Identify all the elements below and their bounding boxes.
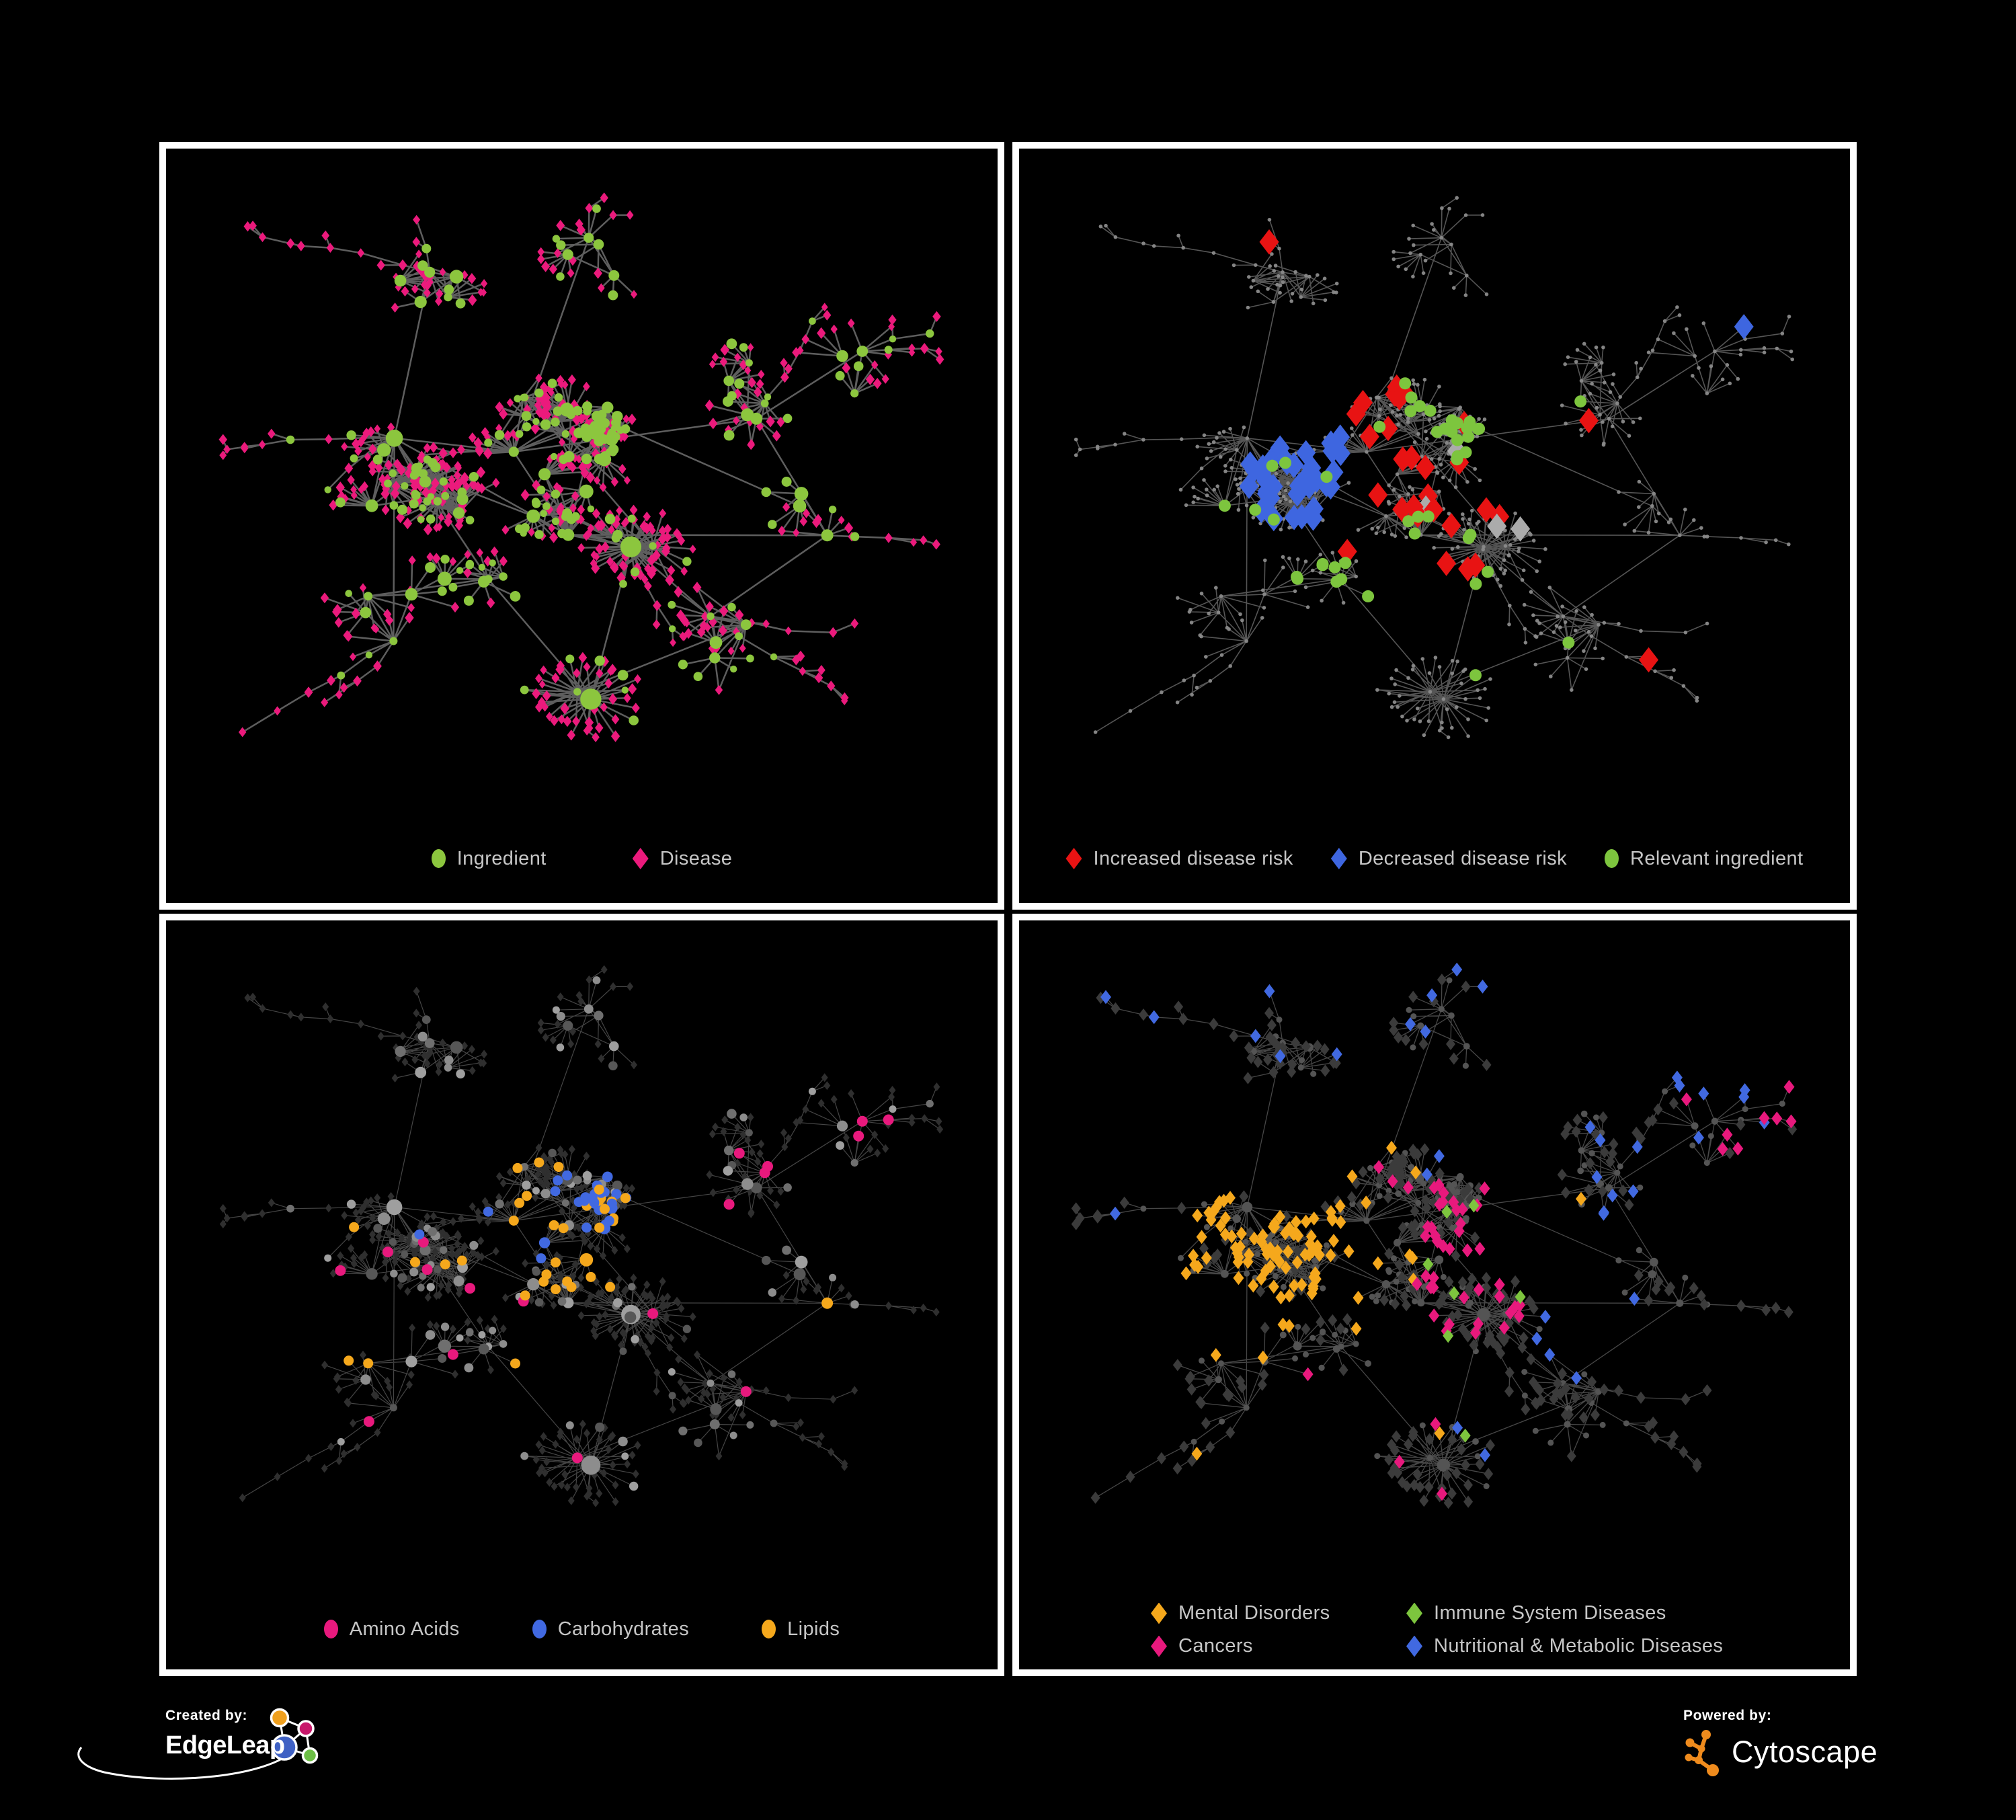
legend-item-increased-risk: Increased disease risk bbox=[1065, 848, 1293, 870]
created-by-block: Created by: EdgeLeap bbox=[165, 1708, 285, 1760]
increased-risk-marker bbox=[1065, 848, 1082, 869]
powered-by-block: Powered by: Cytosc bbox=[1683, 1708, 1878, 1776]
network-graph-ingredient-disease bbox=[218, 192, 944, 742]
legend-item-mental-disorders: Mental Disorders bbox=[1151, 1602, 1406, 1624]
legend-label-lipids: Lipids bbox=[787, 1618, 840, 1640]
edgeleap-node-orange bbox=[270, 1708, 290, 1728]
legend-label-ingredient: Ingredient bbox=[456, 847, 547, 869]
legend-item-lipids: Lipids bbox=[762, 1618, 840, 1640]
legend-disease-classes: Mental Disorders Immune System Diseases … bbox=[1151, 1602, 1723, 1657]
nutritional-metabolic-marker bbox=[1406, 1635, 1422, 1657]
panel-ingredient-disease: Ingredient Disease bbox=[159, 142, 1004, 910]
legend-item-relevant-ingredient: Relevant ingredient bbox=[1605, 848, 1803, 870]
legend-item-ingredient: Ingredient bbox=[431, 847, 547, 870]
legend-label-relevant-ingredient: Relevant ingredient bbox=[1630, 847, 1804, 869]
legend-item-disease: Disease bbox=[632, 847, 733, 870]
network-graph-disease-classes bbox=[1071, 962, 1798, 1509]
legend-ingredient-classes: Amino Acids Carbohydrates Lipids bbox=[173, 1614, 991, 1644]
nodes-layer bbox=[1071, 962, 1798, 1509]
cytoscape-logo-icon bbox=[1685, 1730, 1719, 1776]
nodes-layer bbox=[219, 965, 944, 1507]
legend-label-decreased-risk: Decreased disease risk bbox=[1358, 847, 1568, 869]
edgeleap-node-pink bbox=[297, 1720, 315, 1737]
legend-label-immune-diseases: Immune System Diseases bbox=[1434, 1602, 1666, 1624]
legend-label-cancers: Cancers bbox=[1178, 1635, 1253, 1657]
panel-disease-classes: Mental Disorders Immune System Diseases … bbox=[1012, 914, 1857, 1676]
legend-label-mental-disorders: Mental Disorders bbox=[1178, 1602, 1330, 1624]
edgeleap-node-hub bbox=[271, 1734, 298, 1761]
cytoscape-logo-nodes bbox=[1685, 1730, 1719, 1776]
cytoscape-brand-row: Cytoscape bbox=[1683, 1728, 1878, 1776]
amino-acids-marker bbox=[323, 1620, 338, 1638]
legend-item-amino-acids: Amino Acids bbox=[323, 1618, 460, 1640]
cancers-marker bbox=[1151, 1635, 1167, 1657]
nodes-layer bbox=[1074, 196, 1794, 740]
legend-item-nutritional-metabolic: Nutritional & Metabolic Diseases bbox=[1406, 1635, 1723, 1657]
ingredient-marker bbox=[431, 849, 446, 868]
panel-ingredient-classes: Amino Acids Carbohydrates Lipids bbox=[159, 914, 1004, 1676]
cytoscape-wordmark: Cytoscape bbox=[1732, 1735, 1878, 1769]
powered-by-label: Powered by: bbox=[1683, 1708, 1772, 1723]
legend-item-carbohydrates: Carbohydrates bbox=[532, 1618, 689, 1640]
nodes-layer bbox=[218, 192, 944, 742]
legend-label-carbohydrates: Carbohydrates bbox=[557, 1618, 690, 1640]
legend-item-decreased-risk: Decreased disease risk bbox=[1330, 847, 1568, 870]
disease-marker bbox=[632, 848, 649, 869]
edgeleap-logo-icon bbox=[77, 1708, 319, 1780]
carbohydrates-marker bbox=[532, 1620, 547, 1638]
legend-label-increased-risk: Increased disease risk bbox=[1093, 847, 1293, 869]
mental-disorders-marker bbox=[1151, 1602, 1167, 1624]
legend-ingredient-disease: Ingredient Disease bbox=[173, 844, 991, 873]
edgeleap-node-green bbox=[301, 1747, 319, 1764]
legend-item-immune-diseases: Immune System Diseases bbox=[1406, 1602, 1723, 1624]
legend-label-nutritional-metabolic: Nutritional & Metabolic Diseases bbox=[1434, 1635, 1724, 1657]
panel-disease-risk: Increased disease risk Decreased disease… bbox=[1012, 142, 1857, 910]
created-by-label: Created by: bbox=[165, 1708, 248, 1723]
legend-label-amino-acids: Amino Acids bbox=[349, 1618, 460, 1640]
lipids-marker bbox=[762, 1620, 776, 1638]
legend-item-cancers: Cancers bbox=[1151, 1635, 1406, 1657]
immune-diseases-marker bbox=[1406, 1602, 1422, 1624]
relevant-ingredient-marker bbox=[1605, 849, 1619, 868]
edgeleap-swoosh bbox=[77, 1747, 295, 1780]
edgeleap-wordmark: EdgeLeap bbox=[165, 1731, 285, 1759]
network-graph-ingredient-classes bbox=[219, 965, 944, 1507]
decreased-risk-marker bbox=[1330, 848, 1347, 869]
legend-disease-risk: Increased disease risk Decreased disease… bbox=[1026, 844, 1843, 873]
legend-label-disease: Disease bbox=[659, 847, 733, 869]
network-graph-disease-risk bbox=[1074, 196, 1794, 740]
